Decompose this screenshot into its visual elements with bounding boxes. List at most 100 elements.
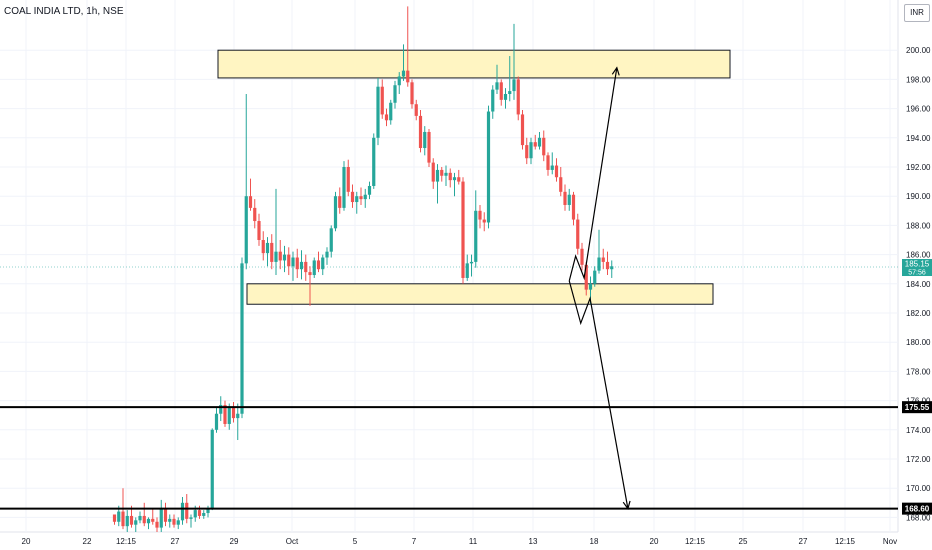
x-tick-label: 22 <box>83 537 92 546</box>
y-tick-label: 186.00 <box>906 251 931 260</box>
y-tick-label: 200.00 <box>906 46 931 55</box>
candle-body <box>308 272 311 275</box>
x-tick-label: 7 <box>412 537 417 546</box>
candle-body <box>512 79 515 91</box>
candle-body <box>546 155 549 170</box>
candle-body <box>342 167 345 208</box>
candle-body <box>262 240 265 253</box>
resistance-zone <box>218 50 730 78</box>
y-tick-label: 170.00 <box>906 484 931 493</box>
candle-body <box>555 166 558 178</box>
candle-body <box>300 262 303 269</box>
candle-body <box>274 252 277 262</box>
candle-body <box>563 192 566 205</box>
candle-body <box>304 262 307 272</box>
candle-body <box>232 406 235 418</box>
candle-body <box>351 192 354 202</box>
currency-badge[interactable]: INR <box>904 4 930 22</box>
candle-body <box>606 262 609 269</box>
horizontal-levels <box>0 407 898 508</box>
x-tick-label: 13 <box>529 537 538 546</box>
candle-body <box>508 91 511 94</box>
price-zones <box>218 50 730 304</box>
candle-body <box>245 196 248 263</box>
candle-body <box>240 263 243 413</box>
y-tick-label: 188.00 <box>906 221 931 230</box>
time-axis[interactable]: 20 22 12:15 27 29 Oct 5 7 11 13 18 20 12:15 25 27 12:15… <box>22 537 898 546</box>
candle-body <box>279 252 282 261</box>
candle-body <box>500 82 503 100</box>
candle-body <box>381 87 384 115</box>
candle-body <box>185 503 188 519</box>
x-tick-label: 29 <box>230 537 239 546</box>
y-tick-label: 168.00 <box>906 513 931 522</box>
candle-body <box>415 104 418 116</box>
candle-body <box>487 112 490 223</box>
candle-body <box>478 211 481 220</box>
candle-body <box>266 243 269 253</box>
candle-body <box>202 513 205 516</box>
candle-body <box>313 260 316 275</box>
candle-body <box>466 263 469 278</box>
candle-body <box>410 82 413 104</box>
y-tick-label: 184.00 <box>906 280 931 289</box>
level-price-label: 175.55 <box>905 403 930 412</box>
candle-body <box>436 170 439 182</box>
x-tick-label: 12:15 <box>835 537 856 546</box>
candle-body <box>215 414 218 430</box>
candle-body <box>113 514 116 521</box>
y-tick-label: 192.00 <box>906 163 931 172</box>
price-axis[interactable]: 168.00 170.00 172.00 174.00 176.00 178.00 180.… <box>902 46 932 522</box>
candle-body <box>249 196 252 208</box>
support-zone <box>247 284 713 304</box>
candle-body <box>253 208 256 221</box>
bullish-path <box>569 68 617 281</box>
last-price-timer: 57:56 <box>908 270 926 277</box>
x-tick-label: 20 <box>22 537 31 546</box>
candle-body <box>483 220 486 223</box>
x-tick-label: Nov <box>883 537 897 546</box>
level-price-label: 168.60 <box>905 505 930 514</box>
candle-body <box>296 258 299 270</box>
candle-body <box>517 79 520 114</box>
y-tick-label: 190.00 <box>906 192 931 201</box>
candle-body <box>470 262 473 263</box>
candle-body <box>602 258 605 262</box>
y-tick-label: 172.00 <box>906 455 931 464</box>
candle-body <box>389 103 392 121</box>
candle-body <box>474 211 477 262</box>
candle-body <box>338 196 341 208</box>
last-price-value: 185.15 <box>905 260 930 269</box>
candle-body <box>521 114 524 145</box>
candle-body <box>461 182 464 278</box>
candle-body <box>449 173 452 180</box>
candle-body <box>164 509 167 522</box>
candle-body <box>138 516 141 520</box>
candle-body <box>368 186 371 195</box>
candle-body <box>568 195 571 205</box>
candle-body <box>257 221 260 240</box>
y-tick-label: 198.00 <box>906 75 931 84</box>
candle-body <box>359 196 362 199</box>
candle-body <box>610 266 613 269</box>
x-tick-label: 5 <box>353 537 358 546</box>
bearish-path <box>569 281 628 509</box>
candle-body <box>402 71 405 77</box>
candle-body <box>189 517 192 518</box>
y-tick-label: 196.00 <box>906 105 931 114</box>
candle-body <box>576 220 579 249</box>
candle-body <box>504 94 507 100</box>
candle-body <box>155 522 158 528</box>
candle-body <box>126 516 129 526</box>
candle-body <box>228 406 231 424</box>
candle-body <box>423 132 426 148</box>
grid-lines <box>0 0 898 532</box>
candle-body <box>542 138 545 156</box>
candle-body <box>457 177 460 181</box>
symbol-header: COAL INDIA LTD, 1h, NSE <box>4 6 123 17</box>
candle-body <box>529 142 532 158</box>
candle-body <box>372 138 375 186</box>
candle-body <box>559 177 562 192</box>
candle-body <box>117 512 120 522</box>
